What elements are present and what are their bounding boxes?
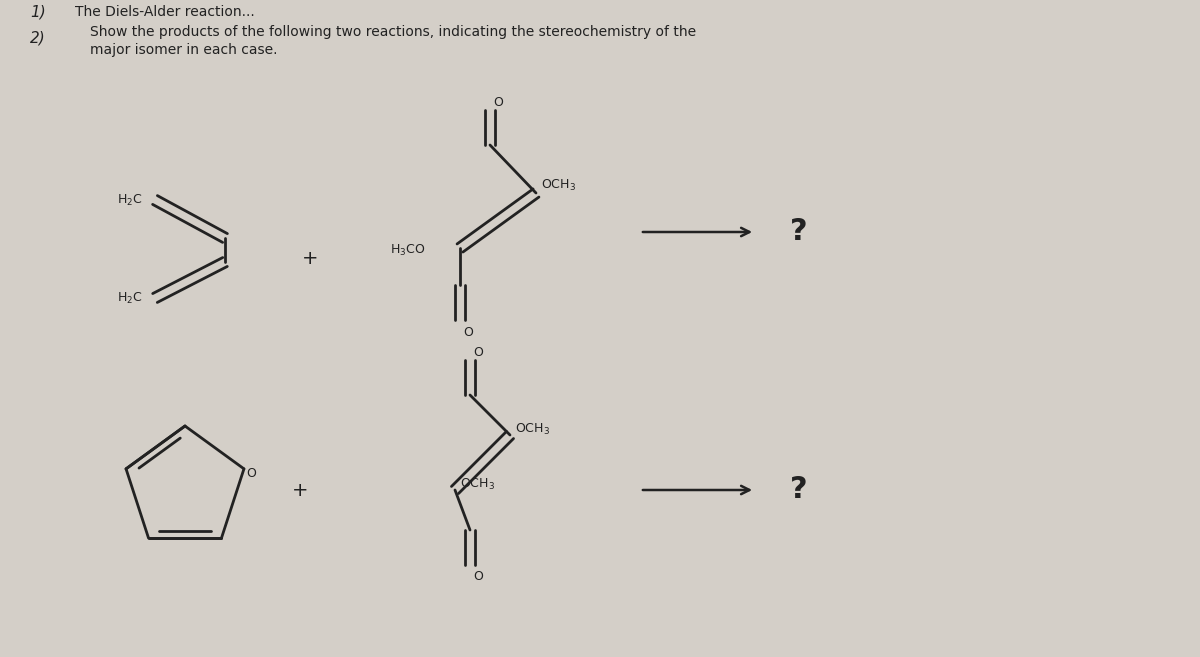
Text: 1): 1) bbox=[30, 5, 46, 20]
Text: ?: ? bbox=[790, 217, 808, 246]
Text: $\mathregular{H_3CO}$: $\mathregular{H_3CO}$ bbox=[390, 242, 425, 258]
Text: major isomer in each case.: major isomer in each case. bbox=[90, 43, 277, 57]
Text: ?: ? bbox=[790, 476, 808, 505]
Text: +: + bbox=[292, 480, 308, 499]
Text: The Diels-Alder reaction...: The Diels-Alder reaction... bbox=[74, 5, 254, 19]
Text: O: O bbox=[463, 325, 473, 338]
Text: +: + bbox=[301, 248, 318, 267]
Text: $\mathregular{H_2C}$: $\mathregular{H_2C}$ bbox=[118, 290, 143, 306]
Text: $\mathregular{OCH_3}$: $\mathregular{OCH_3}$ bbox=[460, 476, 494, 491]
Text: O: O bbox=[246, 467, 256, 480]
Text: O: O bbox=[473, 570, 482, 583]
Text: 2): 2) bbox=[30, 30, 46, 45]
Text: $\mathregular{H_2C}$: $\mathregular{H_2C}$ bbox=[118, 193, 143, 208]
Text: $\mathregular{OCH_3}$: $\mathregular{OCH_3}$ bbox=[541, 177, 576, 193]
Text: O: O bbox=[493, 95, 503, 108]
Text: Show the products of the following two reactions, indicating the stereochemistry: Show the products of the following two r… bbox=[90, 25, 696, 39]
Text: O: O bbox=[473, 346, 482, 359]
Text: $\mathregular{OCH_3}$: $\mathregular{OCH_3}$ bbox=[515, 421, 550, 436]
